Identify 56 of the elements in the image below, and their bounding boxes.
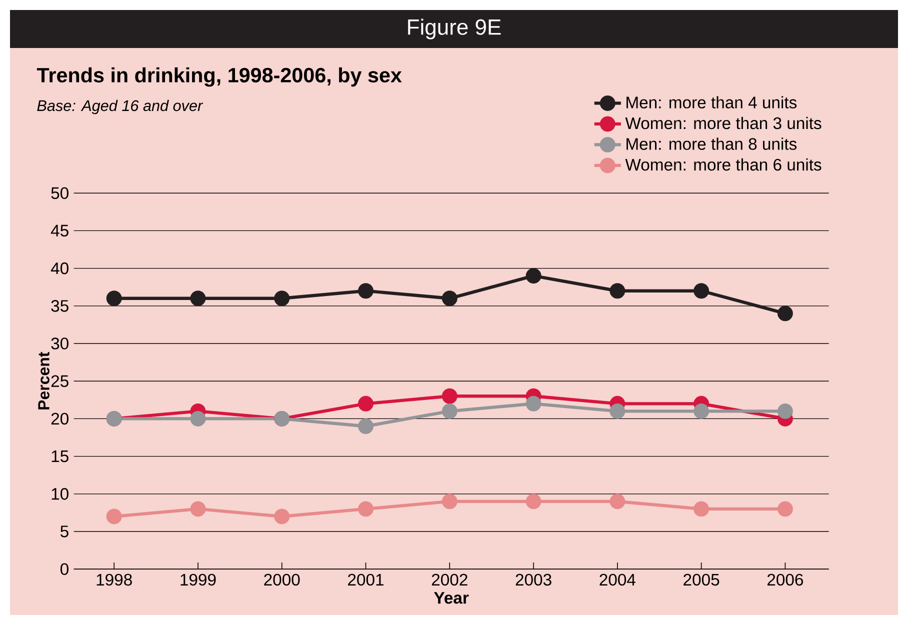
legend-label: Men: more than 8 units [626, 138, 797, 150]
point [190, 410, 206, 426]
point [526, 268, 542, 284]
point [442, 494, 458, 510]
legend-label: Men: more than 4 units [626, 96, 797, 108]
point [694, 283, 710, 299]
point [442, 290, 458, 306]
point [694, 501, 710, 517]
legend-label: Women: more than 6 units [625, 158, 822, 171]
point [610, 283, 626, 299]
point [777, 501, 793, 517]
x-tick-label: 2000 [264, 574, 300, 586]
y-tick-label: 40 [50, 262, 68, 274]
point [526, 396, 542, 412]
x-tick-label: 2006 [767, 574, 803, 586]
point [106, 508, 122, 524]
point [694, 403, 710, 419]
y-axis-title: Percent [38, 352, 50, 410]
y-tick-label: 5 [60, 526, 68, 538]
x-tick-label: 2005 [684, 574, 720, 586]
point [274, 290, 290, 306]
point [358, 396, 374, 412]
x-tick-label: 1998 [96, 574, 132, 586]
point [610, 403, 626, 419]
y-tick-label: 10 [52, 488, 68, 500]
point [358, 283, 374, 299]
point [526, 494, 542, 510]
point [190, 501, 206, 517]
y-tick-label: 45 [50, 224, 68, 237]
x-tick-label: 2003 [516, 574, 552, 586]
point [274, 508, 290, 524]
caption: Figure 9E [408, 18, 501, 40]
chart-subtitle: Base: Aged 16 and over [37, 100, 204, 114]
y-tick-label: 30 [51, 338, 68, 350]
y-tick-label: 20 [51, 412, 68, 425]
y-tick-label: 25 [51, 375, 68, 388]
x-tick-label: 2001 [348, 574, 384, 586]
x-tick-label: 1999 [180, 574, 216, 586]
y-tick-label: 50 [51, 187, 68, 200]
legend-label: Women: more than 3 units [625, 116, 822, 130]
point [190, 290, 206, 306]
point [358, 418, 374, 434]
x-axis-title: Year [434, 592, 469, 604]
x-tick-label: 2004 [600, 574, 636, 586]
point [442, 388, 458, 404]
y-tick-label: 0 [60, 563, 68, 576]
point [358, 501, 374, 517]
point [106, 290, 122, 306]
point [610, 494, 626, 510]
point [777, 403, 793, 419]
y-tick-label: 35 [51, 300, 68, 312]
point [777, 306, 793, 322]
y-tick-label: 15 [52, 450, 68, 462]
point [442, 403, 458, 419]
chart-title: Trends in drinking, 1998-2006, by sex [36, 67, 402, 87]
x-tick-label: 2002 [432, 574, 468, 586]
